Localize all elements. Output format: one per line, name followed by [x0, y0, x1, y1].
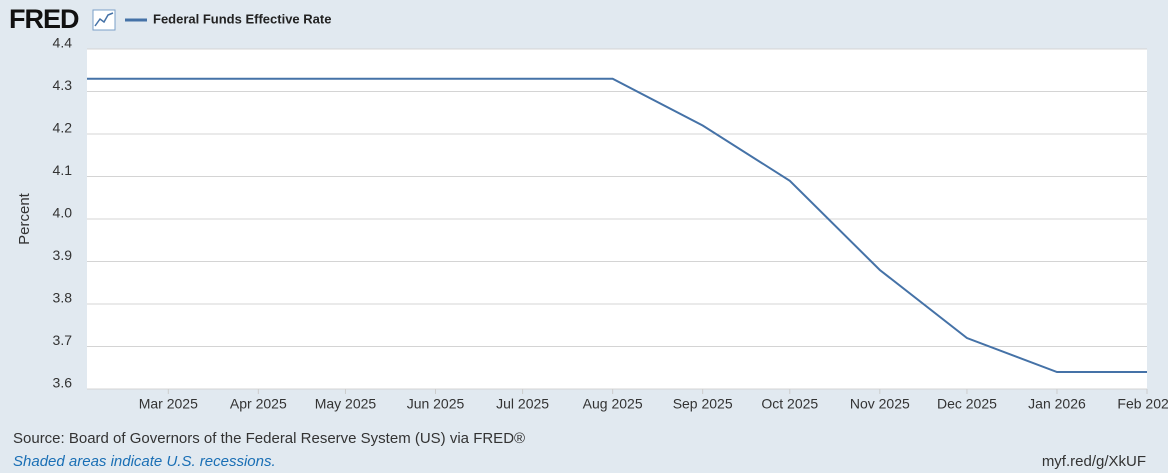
y-tick-label: 3.8: [53, 290, 73, 306]
y-axis-label: Percent: [16, 192, 33, 245]
source: Source: Board of Governors of the Federa…: [13, 430, 525, 447]
x-tick-label: Oct 2025: [761, 396, 818, 412]
recession-note: Shaded areas indicate U.S. recessions.: [13, 453, 276, 470]
x-tick-label: Mar 2025: [139, 396, 198, 412]
short-url: myf.red/g/XkUF: [1042, 453, 1146, 470]
x-tick-label: Aug 2025: [583, 396, 643, 412]
x-tick-label: Dec 2025: [937, 396, 997, 412]
y-tick-label: 4.1: [53, 162, 73, 178]
legend-label: Federal Funds Effective Rate: [153, 11, 331, 26]
y-tick-label: 4.2: [53, 120, 73, 136]
x-tick-label: May 2025: [315, 396, 377, 412]
logo-icon: [92, 9, 116, 31]
y-tick-label: 4.4: [53, 35, 73, 51]
y-tick-label: 3.7: [53, 332, 73, 348]
y-tick-label: 3.9: [53, 247, 73, 263]
x-tick-label: Jan 2026: [1028, 396, 1086, 412]
y-tick-label: 3.6: [53, 375, 73, 391]
x-tick-label: Jul 2025: [496, 396, 549, 412]
data-line: [87, 77, 1147, 373]
x-tick-label: Feb 2026: [1117, 396, 1168, 412]
x-tick-label: Jun 2025: [407, 396, 465, 412]
x-tick-label: Nov 2025: [850, 396, 910, 412]
y-tick-label: 4.3: [53, 77, 73, 93]
x-tick-label: Apr 2025: [230, 396, 287, 412]
x-tick-label: Sep 2025: [673, 396, 733, 412]
logo: FRED: [9, 4, 79, 34]
y-tick-label: 4.0: [53, 205, 73, 221]
